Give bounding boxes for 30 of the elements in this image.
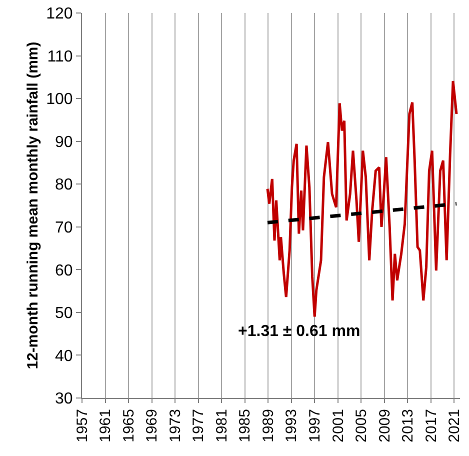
x-tick-label: 2009 — [376, 409, 394, 442]
x-tick-label: 1997 — [306, 409, 324, 442]
x-tick-label: 1957 — [74, 409, 91, 442]
y-tick-label: 110 — [47, 48, 73, 66]
x-tick-label: 2021 — [446, 409, 464, 442]
line-series — [266, 80, 458, 318]
y-tick-label: 100 — [46, 91, 73, 108]
x-tick-label: 2001 — [330, 409, 347, 442]
y-tick-label: 80 — [55, 176, 73, 194]
x-tick-label: 1965 — [120, 409, 138, 442]
y-axis-title: 12-month running mean monthly rainfall (mm) — [24, 42, 42, 370]
x-tick-label: 1993 — [283, 409, 300, 442]
x-tick-label: 1961 — [97, 409, 114, 442]
y-tick-label: 120 — [46, 6, 73, 23]
x-tick-label: 2005 — [353, 409, 370, 442]
x-tick-label: 2017 — [422, 409, 440, 442]
y-tick-label: 90 — [55, 134, 73, 151]
x-tick-label: 1985 — [236, 409, 254, 442]
y-tick-label: 70 — [55, 219, 73, 236]
x-tick-label: 1977 — [190, 409, 208, 442]
x-tick-label: 1969 — [144, 409, 161, 442]
annotation: +1.31 ± 0.61 mm — [238, 323, 360, 340]
y-tick-label: 60 — [55, 262, 73, 280]
x-tick-label: 1981 — [213, 409, 230, 442]
y-tick-label: 50 — [55, 305, 73, 322]
x-tick-label: 1989 — [260, 409, 277, 442]
y-tick-label: 30 — [55, 390, 73, 408]
x-tick-label: 2013 — [400, 409, 417, 442]
y-tick-label: 40 — [55, 348, 73, 365]
x-tick-label: 1973 — [166, 409, 184, 442]
